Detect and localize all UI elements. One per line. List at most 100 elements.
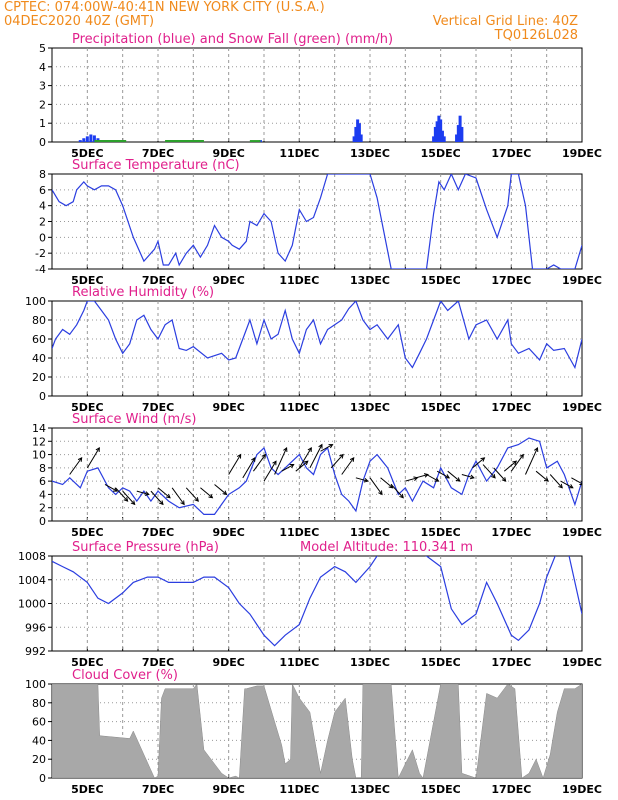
- cloud-xtick-label: 13DEC: [350, 783, 390, 796]
- wind-arrow-head: [349, 457, 355, 462]
- wind-xtick-label: 15DEC: [421, 526, 461, 539]
- wind-arrow-head: [283, 446, 288, 452]
- wind-arrow: [549, 474, 563, 489]
- wind-arrow: [415, 474, 429, 479]
- wind-arrow: [493, 467, 507, 482]
- wind-arrow-head: [378, 490, 383, 496]
- wind-arrow-head: [533, 446, 539, 452]
- cloud-xtick-label: 11DEC: [279, 783, 319, 796]
- precip-bar: [85, 136, 89, 142]
- wind-arrow: [185, 487, 199, 502]
- temp-ytick-label: -2: [35, 247, 46, 260]
- wind-ytick-label: 4: [39, 488, 46, 501]
- wind-arrow-head: [558, 483, 563, 489]
- cloud-xtick-label: 7DEC: [142, 783, 174, 796]
- wind-arrow: [171, 487, 185, 505]
- wind-arrow-head: [318, 443, 323, 449]
- wind-ytick-label: 0: [39, 515, 46, 528]
- precip-bar: [460, 126, 464, 142]
- precip-bar: [354, 126, 358, 142]
- precip-bar: [458, 115, 462, 142]
- precip-bar: [455, 134, 459, 142]
- precip-bar: [89, 134, 93, 142]
- precip-bar: [92, 135, 96, 142]
- cloud-xtick-label: 15DEC: [421, 783, 461, 796]
- rh-ytick-label: 80: [32, 314, 46, 327]
- wind-arrow-head: [158, 500, 164, 506]
- wind-arrow-head: [272, 460, 277, 466]
- precip-ytick-label: 2: [39, 98, 46, 111]
- temp-ytick-label: -4: [35, 263, 46, 276]
- cloud-area: [52, 684, 582, 778]
- wind-arrow-head: [579, 480, 582, 485]
- wind-arrow-head: [519, 453, 524, 459]
- precip-frame: [51, 47, 583, 143]
- wind-arrow-head: [434, 477, 440, 482]
- wind-frame: [51, 427, 583, 522]
- wind-xtick-label: 9DEC: [212, 526, 244, 539]
- wind-arrow: [200, 487, 213, 499]
- wind-arrow: [503, 460, 517, 472]
- wind-title: Surface Wind (m/s): [72, 412, 196, 427]
- wind-plot-area: [52, 437, 582, 516]
- wind-arrow-head: [491, 473, 496, 479]
- precip-ytick-label: 1: [39, 117, 46, 130]
- pressure-xtick-label: 19DEC: [562, 656, 602, 669]
- cloud-xtick-label: 17DEC: [491, 783, 531, 796]
- wind-arrow: [426, 474, 439, 482]
- cloud-xtick-label: 5DEC: [71, 783, 103, 796]
- wind-ytick-label: 14: [32, 422, 46, 435]
- wind-arrow: [263, 460, 277, 482]
- rh-title: Relative Humidity (%): [72, 285, 214, 300]
- temp-xtick-label: 15DEC: [421, 274, 461, 287]
- rh-ytick-label: 0: [39, 390, 46, 403]
- rh-xtick-label: 7DEC: [142, 401, 174, 414]
- wind-arrow: [341, 457, 355, 475]
- wind-arrow-head: [303, 460, 309, 466]
- rh-ytick-label: 60: [32, 333, 46, 346]
- wind-arrow-head: [480, 457, 486, 462]
- wind-arrow-head: [236, 453, 242, 459]
- cloud-ytick-label: 40: [32, 734, 46, 747]
- precip-xtick-label: 17DEC: [491, 147, 531, 160]
- wind-arrow-head: [445, 474, 451, 479]
- wind-arrow-head: [544, 477, 549, 482]
- pressure-xtick-label: 5DEC: [71, 656, 103, 669]
- precip-plot-area: [78, 115, 464, 142]
- cloud-xtick-label: 9DEC: [212, 783, 244, 796]
- precip-bar: [78, 140, 82, 142]
- precip-xtick-label: 13DEC: [350, 147, 390, 160]
- grid-line-note: Vertical Grid Line: 40Z: [432, 14, 578, 29]
- wind-xtick-label: 19DEC: [562, 526, 602, 539]
- wind-arrow: [252, 454, 266, 472]
- wind-arrow: [228, 454, 242, 475]
- precip-bar: [433, 126, 437, 142]
- rh-xtick-label: 17DEC: [491, 401, 531, 414]
- precip-title: Precipitation (blue) and Snow Fall (gree…: [72, 32, 393, 47]
- wind-arrow-head: [251, 456, 256, 462]
- precip-bar: [435, 121, 439, 142]
- wind-arrow: [447, 470, 461, 482]
- precip-ytick-label: 0: [39, 136, 46, 149]
- pressure-ytick-label: 996: [25, 621, 46, 634]
- precip-xtick-label: 15DEC: [421, 147, 461, 160]
- pressure-plot-area: [52, 556, 582, 647]
- wind-arrow-head: [144, 491, 150, 496]
- precip-bar: [437, 115, 441, 142]
- precip-bar: [359, 134, 363, 142]
- pressure-ytick-label: 992: [25, 645, 46, 658]
- rh-plot-area: [52, 301, 582, 370]
- wind-arrow: [535, 470, 549, 482]
- wind-arrow: [115, 487, 128, 502]
- wind-arrow-head: [423, 473, 429, 478]
- wind-arrow: [295, 460, 309, 472]
- wind-arrow-head: [568, 484, 574, 489]
- wind-arrow-head: [112, 487, 118, 492]
- wind-arrow: [150, 490, 164, 505]
- precip-bar: [456, 125, 460, 142]
- wind-arrow-head: [455, 477, 461, 482]
- wind-arrow: [369, 477, 383, 495]
- wind-ytick-label: 12: [32, 435, 46, 448]
